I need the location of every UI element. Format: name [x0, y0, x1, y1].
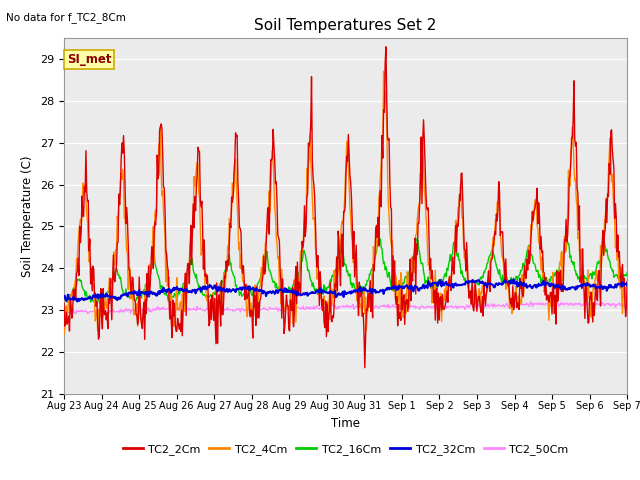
- Text: No data for f_TC2_8Cm: No data for f_TC2_8Cm: [6, 12, 126, 23]
- X-axis label: Time: Time: [331, 417, 360, 430]
- Legend: TC2_2Cm, TC2_4Cm, TC2_16Cm, TC2_32Cm, TC2_50Cm: TC2_2Cm, TC2_4Cm, TC2_16Cm, TC2_32Cm, TC…: [118, 439, 573, 459]
- Y-axis label: Soil Temperature (C): Soil Temperature (C): [22, 155, 35, 277]
- Text: SI_met: SI_met: [67, 53, 111, 66]
- Title: Soil Temperatures Set 2: Soil Temperatures Set 2: [255, 18, 436, 33]
